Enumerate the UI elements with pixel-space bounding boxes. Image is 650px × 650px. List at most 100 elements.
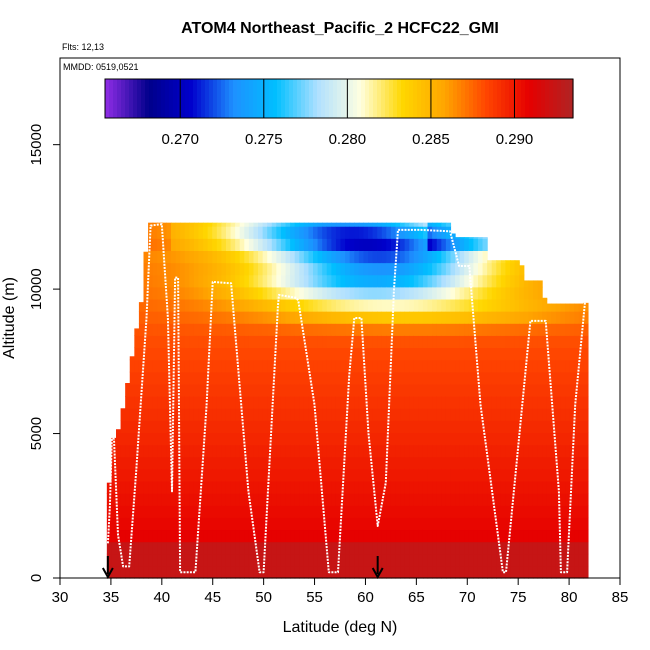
heatmap-cell — [555, 432, 562, 446]
heatmap-cell — [170, 444, 177, 458]
heatmap-cell — [510, 541, 516, 555]
heatmap-cell — [491, 347, 497, 361]
colorbar-swatch — [249, 79, 254, 118]
heatmap-cell — [418, 444, 424, 458]
heatmap-cell — [542, 347, 548, 361]
heatmap-cell — [276, 222, 282, 227]
heatmap-cell — [381, 250, 387, 264]
heatmap-cell — [276, 226, 282, 239]
heatmap-cell — [170, 222, 177, 227]
heatmap-cell — [157, 565, 163, 579]
heatmap-cell — [400, 262, 406, 276]
heatmap-cell — [335, 298, 342, 312]
heatmap-cell — [450, 493, 456, 506]
heatmap-cell — [583, 480, 589, 494]
heatmap-cell — [198, 335, 204, 349]
heatmap-cell — [322, 432, 328, 446]
heatmap-cell — [180, 274, 186, 288]
heatmap-cell — [198, 565, 204, 579]
heatmap-cell — [441, 432, 447, 446]
heatmap-cell — [161, 226, 167, 239]
heatmap-cell — [262, 286, 268, 300]
heatmap-cell — [404, 371, 410, 385]
heatmap-cell — [193, 456, 200, 470]
heatmap-cell — [459, 335, 465, 349]
heatmap-cell — [262, 505, 268, 518]
heatmap-cell — [574, 432, 580, 446]
heatmap-cell — [294, 529, 300, 543]
heatmap-cell — [271, 493, 277, 506]
heatmap-cell — [244, 529, 250, 543]
heatmap-cell — [450, 371, 456, 385]
heatmap-cell — [496, 262, 502, 276]
heatmap-cell — [413, 298, 419, 312]
heatmap-cell — [482, 359, 488, 373]
heatmap-cell — [258, 444, 264, 458]
heatmap-cell — [331, 298, 337, 312]
heatmap-cell — [464, 505, 470, 518]
heatmap-cell — [207, 456, 213, 470]
heatmap-cell — [519, 505, 525, 518]
heatmap-cell — [244, 238, 250, 251]
heatmap-cell — [239, 456, 245, 470]
heatmap-cell — [322, 371, 328, 385]
heatmap-cell — [271, 274, 277, 288]
heatmap-cell — [322, 222, 328, 227]
heatmap-cell — [459, 311, 465, 324]
heatmap-cell — [216, 553, 222, 567]
heatmap-cell — [203, 480, 209, 494]
heatmap-cell — [578, 517, 584, 531]
heatmap-cell — [400, 517, 406, 531]
heatmap-cell — [354, 493, 360, 506]
heatmap-cell — [418, 250, 424, 264]
heatmap-cell — [505, 274, 511, 288]
heatmap-cell — [322, 493, 328, 506]
heatmap-cell — [464, 408, 470, 421]
heatmap-cell — [184, 311, 190, 324]
heatmap-cell — [468, 311, 474, 324]
heatmap-cell — [276, 432, 282, 446]
heatmap-cell — [418, 420, 424, 433]
heatmap-cell — [317, 432, 323, 446]
heatmap-cell — [166, 553, 172, 567]
heatmap-cell — [372, 432, 378, 446]
heatmap-cell — [331, 250, 337, 264]
x-tick-label: 35 — [103, 589, 120, 606]
heatmap-cell — [244, 408, 250, 421]
heatmap-cell — [455, 408, 461, 421]
heatmap-cell — [583, 371, 589, 385]
heatmap-cell — [519, 565, 525, 579]
heatmap-cell — [381, 359, 387, 373]
heatmap-cell — [418, 359, 424, 373]
heatmap-cell — [560, 396, 566, 409]
heatmap-cell — [418, 505, 424, 518]
heatmap-cell — [418, 262, 424, 276]
heatmap-cell — [464, 335, 470, 349]
heatmap-cell — [386, 444, 392, 458]
heatmap-cell — [418, 371, 424, 385]
heatmap-cell — [134, 396, 140, 409]
heatmap-cell — [422, 565, 429, 579]
heatmap-cell — [143, 517, 149, 531]
heatmap-cell — [280, 505, 287, 518]
heatmap-cell — [569, 505, 575, 518]
heatmap-cell — [482, 541, 488, 555]
heatmap-cell — [294, 396, 300, 409]
heatmap-cell — [565, 493, 571, 506]
heatmap-cell — [349, 541, 355, 555]
colorbar-swatch — [333, 79, 338, 118]
heatmap-cell — [390, 226, 397, 239]
heatmap-cell — [152, 250, 158, 264]
heatmap-cell — [212, 262, 218, 276]
heatmap-cell — [400, 493, 406, 506]
heatmap-cell — [193, 238, 200, 251]
heatmap-cell — [184, 222, 190, 227]
heatmap-cell — [148, 274, 154, 288]
heatmap-cell — [189, 468, 195, 482]
heatmap-cell — [331, 396, 337, 409]
heatmap-cell — [363, 311, 369, 324]
heatmap-cell — [129, 456, 135, 470]
heatmap-cell — [262, 238, 268, 251]
heatmap-cell — [335, 347, 342, 361]
heatmap-cell — [445, 480, 452, 494]
